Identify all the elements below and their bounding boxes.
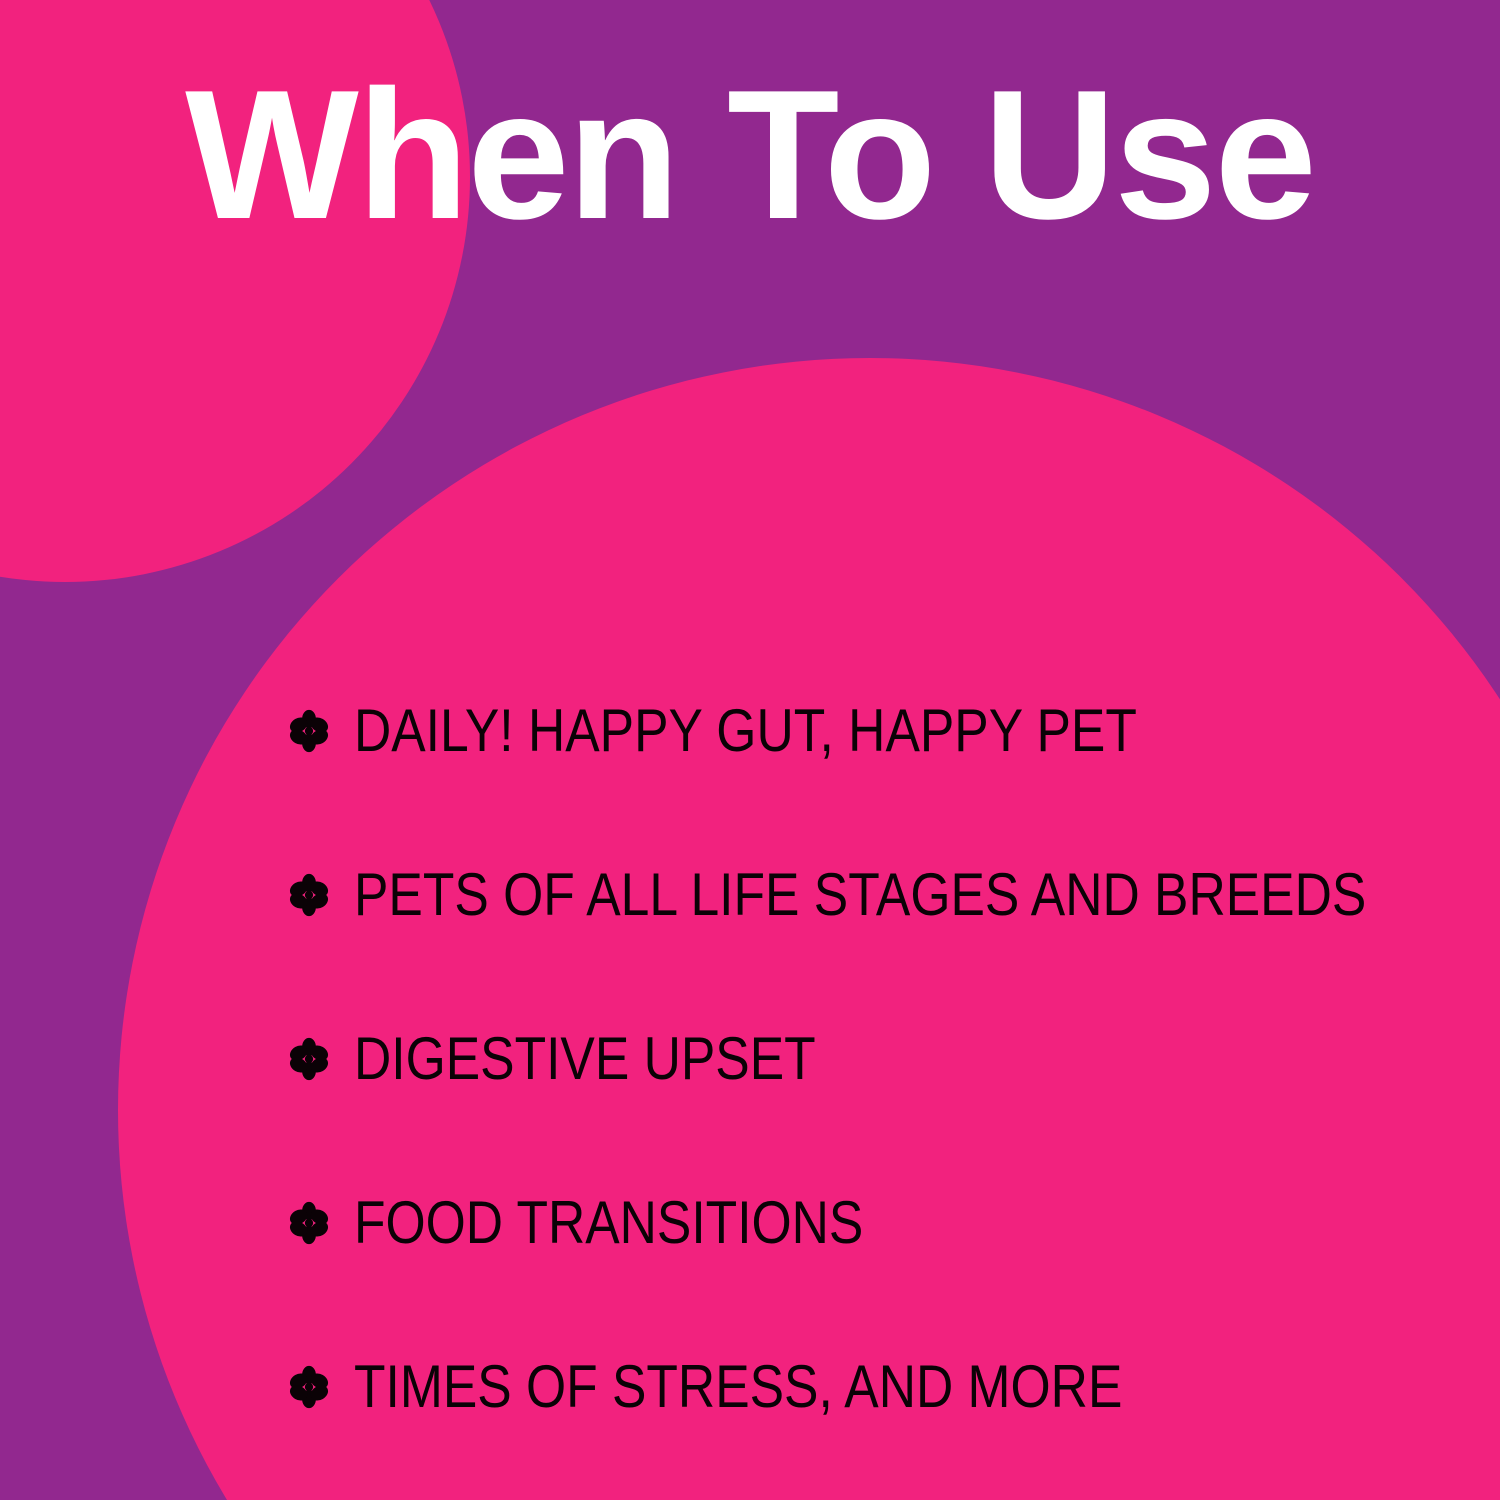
list-item: DAILY! HAPPY GUT, HAPPY PET	[286, 690, 1466, 772]
list-item-label: FOOD TRANSITIONS	[354, 1189, 864, 1256]
flower-bullet-icon	[286, 1364, 332, 1410]
page-title-container: When To Use	[0, 62, 1500, 246]
list-item-label: DAILY! HAPPY GUT, HAPPY PET	[354, 697, 1137, 764]
page-title: When To Use	[185, 51, 1317, 257]
list-item: TIMES OF STRESS, AND MORE	[286, 1346, 1466, 1428]
list-item-label: TIMES OF STRESS, AND MORE	[354, 1353, 1123, 1420]
flower-bullet-icon	[286, 1036, 332, 1082]
flower-bullet-icon	[286, 1200, 332, 1246]
when-to-use-list: DAILY! HAPPY GUT, HAPPY PET PETS OF AL	[286, 690, 1466, 1428]
list-item: FOOD TRANSITIONS	[286, 1182, 1466, 1264]
flower-bullet-icon	[286, 872, 332, 918]
list-item: DIGESTIVE UPSET	[286, 1018, 1466, 1100]
list-item-label: DIGESTIVE UPSET	[354, 1025, 816, 1092]
list-item: PETS OF ALL LIFE STAGES AND BREEDS	[286, 854, 1466, 936]
list-item-label: PETS OF ALL LIFE STAGES AND BREEDS	[354, 861, 1367, 928]
flower-bullet-icon	[286, 708, 332, 754]
